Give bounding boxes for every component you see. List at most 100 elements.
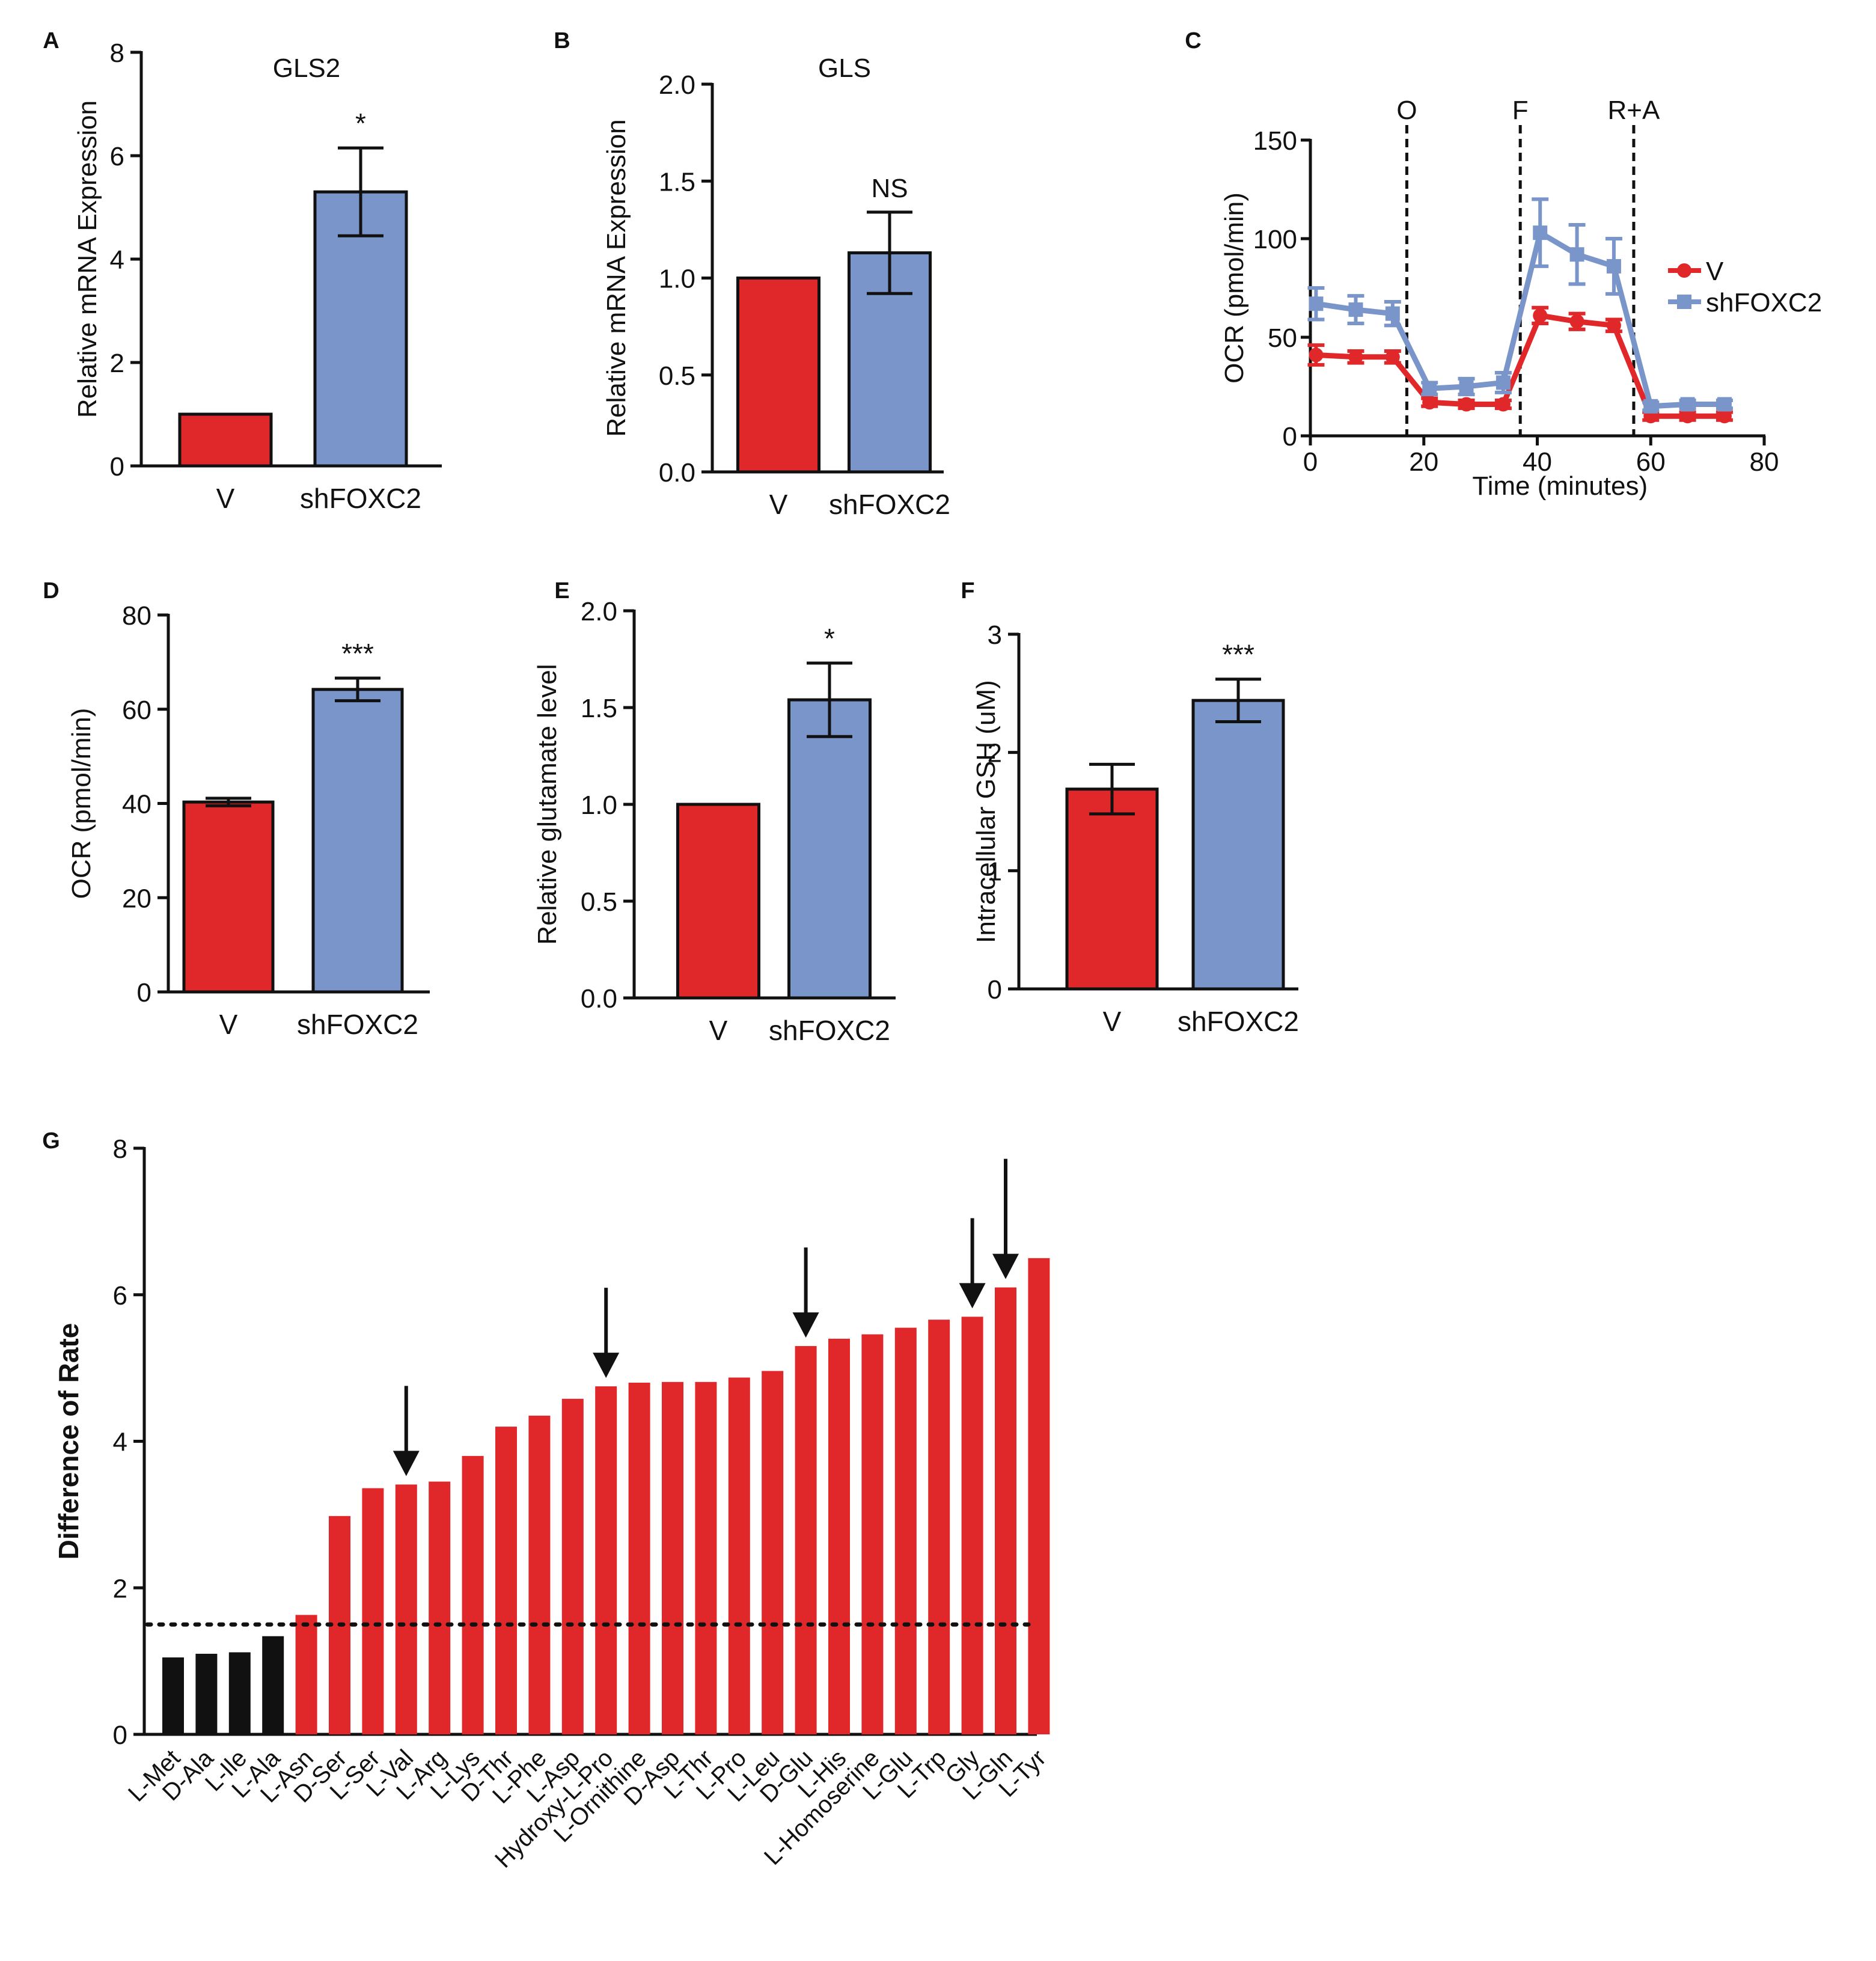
panel-c-point-v (1606, 318, 1621, 333)
panel-c-point-v (1680, 409, 1695, 424)
panel-g-bar-l-thr (695, 1381, 717, 1734)
panel-g-bar-l-asn (295, 1615, 317, 1734)
panel-b-ytick-label: 0.5 (659, 361, 695, 391)
panel-e-bar-v (676, 803, 760, 1000)
panel-g-bar-l-lys (462, 1455, 484, 1734)
panel-d-ylabel: OCR (pmol/min) (67, 708, 96, 899)
panel-c-point-v (1385, 349, 1400, 364)
panel-g-bar-d-asp (662, 1381, 683, 1734)
panel-g-bar-l-pro (728, 1377, 750, 1734)
panel-g-bar-gly (961, 1317, 983, 1734)
panel-label-b: B (554, 28, 570, 54)
panel-g-bar-l-gln (995, 1287, 1016, 1734)
panel-c-point-v (1348, 349, 1363, 364)
panel-c-point-shfoxc2 (1459, 379, 1474, 394)
panel-c-xtick-label: 0 (1303, 447, 1318, 477)
panel-a-ytick-label: 2 (110, 349, 124, 378)
panel-a-ytick-label: 6 (110, 142, 124, 171)
panel-a-ytick-label: 8 (110, 38, 124, 68)
panel-a-significance-shfoxc2: * (355, 108, 366, 139)
panel-g-bar-l-ser (362, 1488, 384, 1734)
panel-e-xtick-label: V (709, 1015, 728, 1046)
panel-a-bar-shfoxc2 (313, 190, 408, 468)
panel-g-arrow-head (593, 1353, 620, 1378)
panel-c-xtick-label: 60 (1636, 447, 1666, 477)
panel-f-ytick-label: 0 (988, 975, 1002, 1005)
panel-g-bar-l-trp (928, 1320, 950, 1734)
panel-b-ytick-label: 2.0 (659, 70, 695, 100)
panel-c-xlabel: Time (minutes) (1472, 471, 1648, 501)
panel-label-c: C (1185, 28, 1201, 54)
panel-g-bar-l-glu (894, 1327, 917, 1734)
panel-g-arrow-head (992, 1253, 1019, 1279)
panel-f-bar-v (1065, 788, 1159, 991)
panel-g-ytick-label: 6 (113, 1281, 127, 1311)
panel-label-g: G (42, 1128, 60, 1154)
panel-c-point-shfoxc2 (1385, 306, 1400, 321)
panel-d-xtick-label: shFOXC2 (297, 1009, 418, 1040)
panel-c-point-shfoxc2 (1422, 381, 1437, 396)
panel-a-xtick-label: shFOXC2 (300, 483, 421, 514)
panel-g-bar-l-met (162, 1657, 184, 1734)
panel-a-ytick-label: 4 (110, 245, 124, 275)
panel-f-ytick-label: 2 (988, 739, 1002, 768)
panel-e-ytick-label: 0.0 (581, 984, 617, 1014)
panel-b-ytick-label: 1.5 (659, 167, 695, 197)
panel-g-bar-d-glu (795, 1346, 817, 1734)
panel-c-point-shfoxc2 (1569, 247, 1584, 262)
panel-g-bar-l-his (828, 1338, 850, 1734)
panel-d-ytick-label: 60 (122, 696, 151, 725)
panel-c-ytick-label: 100 (1253, 225, 1297, 254)
panel-f-significance-shfoxc2: *** (1222, 639, 1254, 670)
panel-c-point-shfoxc2 (1606, 259, 1621, 274)
panel-label-a: A (43, 28, 59, 54)
panel-c-point-shfoxc2 (1533, 225, 1548, 240)
panel-c-point-v (1459, 397, 1474, 412)
panel-b-bar-shfoxc2 (848, 251, 932, 474)
panel-a-ytick-label: 0 (110, 452, 124, 482)
panel-c-point-v (1533, 308, 1548, 323)
panel-c-point-shfoxc2 (1643, 399, 1658, 414)
panel-d-bar-shfoxc2 (311, 688, 404, 994)
panel-b-title: GLS (818, 54, 871, 83)
panel-c-legend-label-v: V (1706, 257, 1724, 286)
panel-c-injection-label: F (1512, 96, 1529, 125)
panel-d-ytick-label: 80 (122, 601, 151, 631)
panel-b-ytick-label: 1.0 (659, 265, 695, 294)
panel-c-xtick-label: 40 (1523, 447, 1552, 477)
panel-c-ytick-label: 150 (1253, 126, 1297, 156)
panel-b-xtick-label: V (769, 489, 788, 520)
panel-c-legend-label-shfoxc2: shFOXC2 (1706, 288, 1822, 317)
panel-g-bar-d-thr (495, 1427, 517, 1734)
panel-f-bar-shfoxc2 (1191, 699, 1285, 991)
panel-g-arrow-head (792, 1312, 819, 1338)
panel-c-series-v (1316, 312, 1725, 419)
panel-c-legend-marker-shfoxc2 (1677, 295, 1691, 309)
panel-c-ylabel: OCR (pmol/min) (1220, 192, 1249, 384)
panel-d-ytick-label: 0 (137, 978, 151, 1008)
panel-g-ytick-label: 2 (113, 1574, 127, 1603)
panel-c-point-v (1496, 397, 1511, 412)
panel-c-point-shfoxc2 (1309, 296, 1324, 311)
panel-c-injection-label: O (1396, 96, 1417, 125)
panel-g-bar-l-ornithine (628, 1383, 650, 1734)
panel-f-ylabel: Intracellular GSH (uM) (971, 680, 1001, 943)
panel-g-arrow-head (959, 1283, 986, 1309)
panel-c-injection-label: R+A (1608, 96, 1660, 125)
panel-c-point-shfoxc2 (1496, 375, 1511, 390)
panel-g-arrow-head (393, 1451, 420, 1476)
panel-g-bar-d-ala (195, 1653, 218, 1734)
panel-c-point-v (1717, 409, 1732, 424)
panel-g-bar-l-val (395, 1484, 417, 1734)
panel-g-bar-l-arg (429, 1481, 451, 1734)
panel-c-xtick-label: 80 (1750, 447, 1779, 477)
panel-a-title: GLS2 (273, 54, 341, 83)
panel-e-xtick-label: shFOXC2 (769, 1015, 890, 1046)
panel-g-bar-l-phe (528, 1415, 551, 1734)
panel-c-point-shfoxc2 (1717, 397, 1732, 412)
panel-g-bar-l-ile (228, 1652, 251, 1734)
panel-d-ytick-label: 20 (122, 884, 151, 913)
panel-e-ytick-label: 1.5 (581, 694, 617, 723)
panel-e-bar-shfoxc2 (787, 698, 872, 1000)
